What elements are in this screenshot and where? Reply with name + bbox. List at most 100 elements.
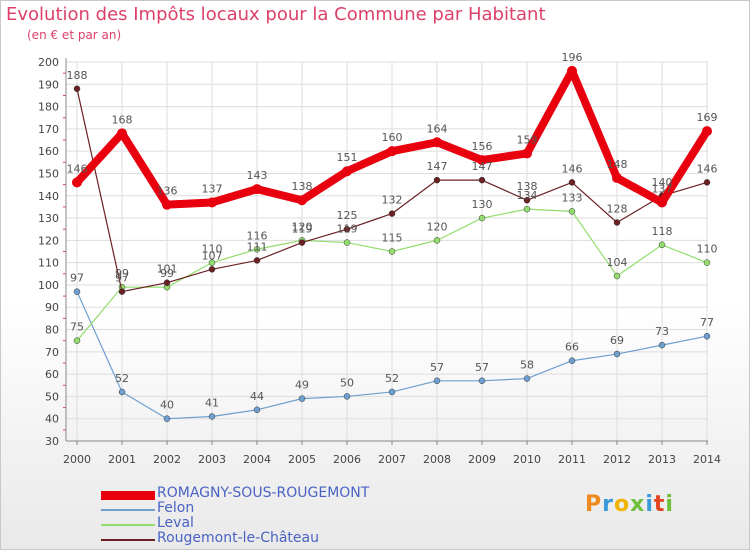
y-tick-label: 70 [45,346,59,359]
y-tick-label: 170 [38,123,59,136]
data-point [163,415,171,422]
data-label: 57 [475,361,489,374]
y-tick-label: 140 [38,190,59,203]
data-point [658,241,666,249]
data-point [478,214,486,222]
data-label: 160 [382,131,403,144]
data-label: 130 [472,198,493,211]
data-label: 58 [520,359,534,372]
data-label: 133 [562,191,583,204]
data-point [343,239,351,246]
data-label: 138 [517,180,538,193]
x-tick-label: 2008 [423,453,451,466]
data-point [387,146,397,157]
y-tick-label: 100 [38,279,59,292]
y-tick-label: 200 [38,56,59,69]
data-point [658,341,666,349]
proxiti-logo: Proxiti [585,492,674,517]
data-point [568,357,576,364]
data-label: 137 [652,182,673,195]
data-label: 57 [430,361,444,374]
data-point [703,332,711,340]
y-tick-label: 160 [38,145,59,158]
legend-label: Felon [157,500,195,516]
data-point [522,148,532,159]
logo-letter: r [602,492,614,517]
data-point [432,137,442,148]
axes: 30 40 50 60 70 80 90 100 110 120 130 140 150 160 170 18… [38,56,721,466]
data-label: 151 [337,151,358,164]
data-label: 147 [472,160,493,173]
data-label: 140 [652,176,673,189]
data-point [523,196,531,204]
x-tick-label: 2010 [513,453,541,466]
legend-label: ROMAGNY-SOUS-ROUGEMONT [157,485,370,501]
data-point [253,257,261,264]
data-point [208,413,216,420]
x-tick-label: 2009 [468,453,496,466]
y-tick-label: 150 [38,167,59,180]
data-label: 75 [70,321,84,334]
data-point [73,85,81,93]
data-point [613,350,621,358]
data-label: 50 [340,376,354,389]
data-point [297,195,307,206]
data-point [568,208,576,215]
data-point [208,266,216,273]
series-group [72,65,712,422]
data-label: 159 [517,133,538,146]
data-label: 164 [427,122,448,135]
x-tick-label: 2000 [63,453,91,466]
x-tick-label: 2001 [108,453,136,466]
data-point [343,225,351,233]
data-point [388,248,396,255]
logo-letter: i [665,492,674,517]
data-point [568,179,576,186]
data-label: 120 [292,220,313,233]
grid-lines [66,61,708,442]
x-tick-label: 2006 [333,453,361,466]
data-label: 169 [697,111,718,124]
data-label: 97 [70,272,84,285]
data-point [208,259,216,266]
chart-subtitle: (en € et par an) [27,28,122,42]
x-tick-label: 2007 [378,453,406,466]
logo-letter: x [630,492,646,517]
data-point [702,126,712,137]
data-point [118,388,126,396]
data-label: 99 [115,267,129,280]
data-label: 99 [160,267,174,280]
legend-swatch [101,524,155,526]
legend-label: Leval [157,515,194,531]
data-point [388,388,396,396]
data-label: 134 [517,189,538,202]
data-point [73,337,81,344]
data-point [523,375,531,382]
y-tick-label: 130 [38,212,59,225]
data-label: 73 [655,325,669,338]
x-tick-label: 2005 [288,453,316,466]
data-label: 146 [67,162,88,175]
y-tick-label: 80 [45,324,59,337]
data-label: 44 [250,390,264,403]
y-tick-label: 180 [38,101,59,114]
data-label: 125 [337,209,358,222]
logo-letter: o [613,492,631,517]
data-label: 168 [112,113,133,126]
data-label: 104 [607,256,628,269]
x-tick-label: 2012 [603,453,631,466]
data-label: 41 [205,396,219,409]
data-label: 156 [472,140,493,153]
data-point [523,205,531,213]
data-label: 49 [295,379,309,392]
data-label: 69 [610,334,624,347]
y-tick-label: 90 [45,301,59,314]
chart-title: Evolution des Impôts locaux pour la Comm… [6,4,546,25]
x-tick-label: 2014 [693,453,721,466]
data-point [433,377,441,385]
data-point [252,184,262,195]
data-point [253,406,261,414]
data-point [433,237,441,244]
